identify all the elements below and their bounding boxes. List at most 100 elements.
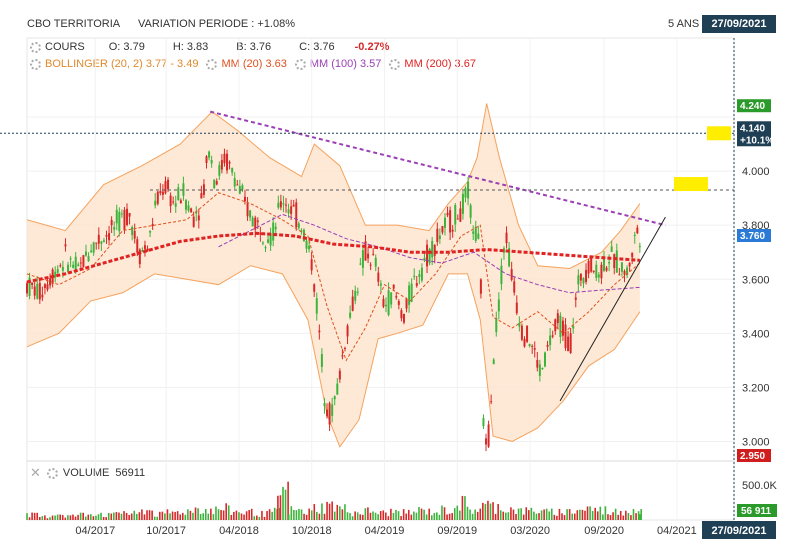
volume-bar bbox=[72, 514, 74, 520]
candle-body bbox=[600, 264, 603, 279]
volume-bar bbox=[622, 515, 625, 520]
volume-bar bbox=[222, 510, 225, 520]
volume-bar bbox=[489, 503, 492, 520]
volume-bar bbox=[248, 509, 250, 520]
volume-bar bbox=[51, 515, 54, 520]
candle-body bbox=[95, 242, 98, 244]
candle-body bbox=[159, 191, 162, 194]
candle-body bbox=[438, 235, 441, 239]
gear-icon[interactable] bbox=[30, 41, 41, 53]
volume-bar bbox=[189, 510, 192, 520]
candle-body bbox=[218, 165, 221, 176]
volume-bar bbox=[530, 507, 533, 520]
candle-body bbox=[379, 283, 382, 286]
volume-bar bbox=[46, 518, 49, 520]
candle-body bbox=[241, 185, 244, 190]
volume-bar bbox=[591, 510, 594, 520]
open-value: O: 3.79 bbox=[108, 41, 145, 53]
y-tick-label: 3.400 bbox=[742, 328, 770, 340]
candle-body bbox=[131, 226, 134, 236]
volume-bar bbox=[184, 514, 187, 520]
volume-bar bbox=[328, 503, 331, 520]
volume-bar bbox=[95, 515, 97, 520]
volume-bar bbox=[59, 514, 61, 520]
x-tick-label: 10/2017 bbox=[146, 525, 186, 537]
volume-bar bbox=[356, 512, 359, 520]
volume-bar bbox=[609, 515, 612, 520]
volume-bar bbox=[174, 511, 176, 520]
volume-badge: 56 911 bbox=[741, 506, 771, 517]
cours-label: COURS bbox=[45, 41, 85, 53]
candle-body bbox=[264, 247, 267, 249]
candle-body bbox=[141, 249, 144, 252]
close-icon[interactable]: ✕ bbox=[30, 465, 41, 480]
candle-body bbox=[544, 352, 547, 367]
candle-body bbox=[451, 229, 454, 232]
candle-body bbox=[192, 216, 195, 227]
candle-body bbox=[595, 264, 598, 278]
volume-bar bbox=[110, 513, 113, 520]
target-pct-badge-bg bbox=[737, 133, 771, 147]
volume-bar bbox=[107, 512, 110, 520]
y-tick-label: 3.200 bbox=[742, 382, 770, 394]
volume-bar bbox=[230, 514, 233, 520]
gear-icon[interactable] bbox=[46, 467, 58, 479]
candle-body bbox=[223, 153, 226, 164]
volume-bar bbox=[261, 510, 263, 520]
candle-body bbox=[397, 301, 400, 305]
candle-body bbox=[605, 267, 608, 271]
legend-mm200[interactable]: MM (200) 3.67 bbox=[389, 58, 480, 70]
volume-bar bbox=[215, 506, 217, 520]
candle-body bbox=[74, 256, 77, 271]
volume-bar bbox=[333, 511, 336, 520]
mm20-line bbox=[26, 192, 641, 362]
chart-axes: 4.0003.8003.6003.4003.2003.0004.2404.140… bbox=[75, 38, 778, 539]
volume-bar bbox=[461, 495, 464, 520]
volume-bar bbox=[497, 503, 499, 520]
volume-bar bbox=[520, 508, 522, 520]
volume-bar bbox=[61, 515, 64, 520]
mm100-label: MM (100) 3.57 bbox=[309, 58, 382, 70]
legend-mm100[interactable]: MM (100) 3.57 bbox=[294, 58, 386, 70]
volume-bar bbox=[238, 512, 240, 520]
low-value: B: 3.76 bbox=[236, 41, 272, 53]
volume-bar bbox=[384, 512, 387, 520]
low-level-badge-bg bbox=[737, 449, 771, 462]
candle-body bbox=[351, 296, 354, 311]
candle-body bbox=[346, 325, 349, 337]
bollinger-fill bbox=[27, 103, 640, 447]
volume-bar bbox=[41, 516, 44, 520]
volume-bar bbox=[476, 511, 479, 520]
volume-bar bbox=[227, 505, 230, 520]
volume-bar bbox=[253, 516, 256, 520]
candle-body bbox=[597, 274, 600, 278]
candle-body bbox=[518, 323, 521, 327]
gear-icon[interactable] bbox=[206, 58, 218, 70]
volume-bar bbox=[64, 517, 67, 520]
candle-body bbox=[536, 359, 539, 368]
volume-bar bbox=[625, 510, 627, 520]
candle-body bbox=[602, 258, 605, 271]
candle-body bbox=[36, 283, 39, 299]
gear-icon[interactable] bbox=[294, 58, 306, 70]
candle-body bbox=[333, 396, 336, 400]
volume-bar bbox=[466, 506, 469, 520]
volume-bar bbox=[482, 502, 484, 520]
volume-bar bbox=[407, 509, 410, 520]
axis-date-badge: 27/09/2021 bbox=[711, 525, 766, 537]
gear-icon[interactable] bbox=[30, 58, 41, 70]
volume-bar bbox=[33, 512, 36, 520]
candle-body bbox=[123, 210, 126, 231]
volume-bar bbox=[105, 517, 107, 520]
period-selector[interactable]: 5 ANS bbox=[668, 18, 700, 30]
volume-bar bbox=[133, 510, 136, 520]
candle-body bbox=[105, 235, 108, 237]
volume-bar bbox=[56, 514, 59, 520]
volume-bar bbox=[584, 510, 586, 520]
volume-bar bbox=[130, 513, 133, 520]
volume-bar bbox=[316, 511, 318, 520]
legend-bollinger[interactable]: BOLLINGER (20, 2) 3.77 - 3.49 bbox=[30, 58, 202, 70]
gear-icon[interactable] bbox=[389, 58, 401, 70]
legend-mm20[interactable]: MM (20) 3.63 bbox=[206, 58, 290, 70]
